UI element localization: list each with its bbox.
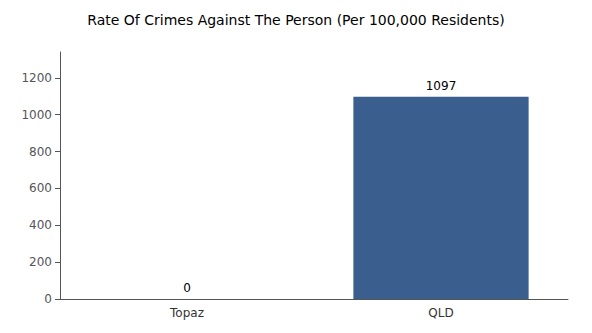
svg-text:0: 0 <box>44 292 52 306</box>
svg-text:QLD: QLD <box>428 306 453 320</box>
svg-text:1000: 1000 <box>21 108 52 122</box>
svg-text:200: 200 <box>29 255 52 269</box>
svg-text:Rate Of Crimes Against The Per: Rate Of Crimes Against The Person (Per 1… <box>87 12 504 28</box>
svg-text:800: 800 <box>29 145 52 159</box>
svg-text:0: 0 <box>183 281 191 295</box>
svg-text:600: 600 <box>29 181 52 195</box>
svg-text:1200: 1200 <box>21 71 52 85</box>
svg-text:1097: 1097 <box>426 79 457 93</box>
svg-text:400: 400 <box>29 218 52 232</box>
svg-text:Topaz: Topaz <box>169 306 204 320</box>
